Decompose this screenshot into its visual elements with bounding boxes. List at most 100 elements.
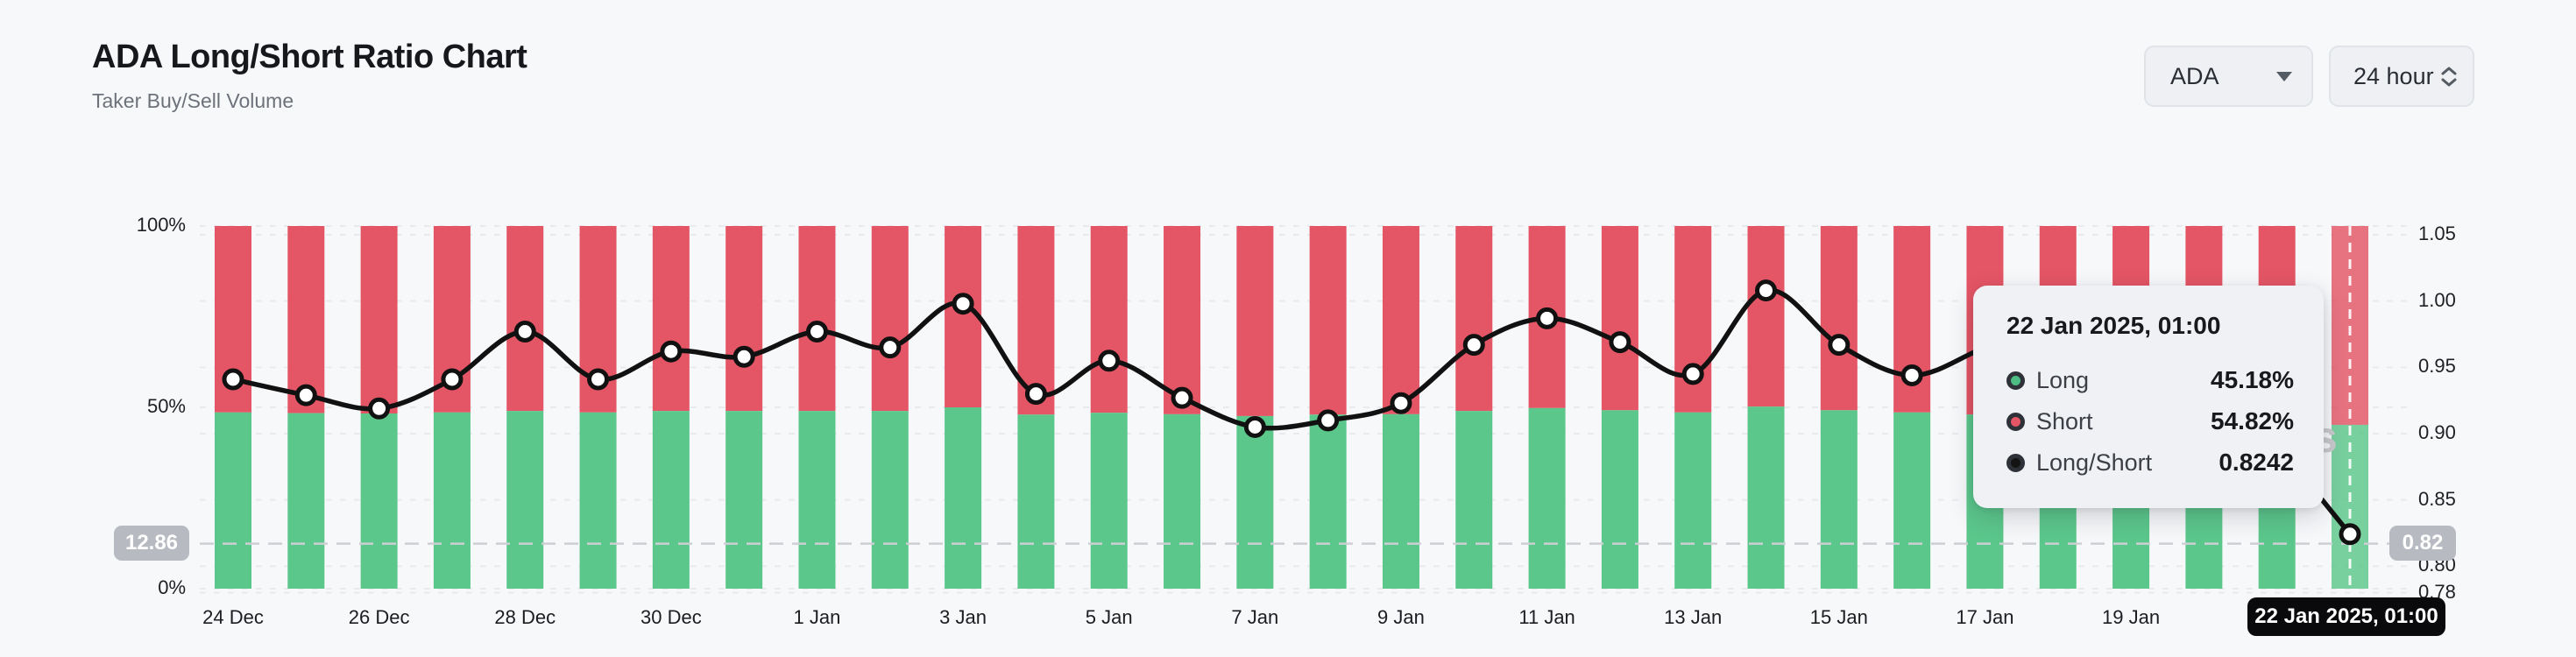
x-axis-tick: 13 Jan — [1664, 606, 1723, 628]
bar-short[interactable] — [1090, 226, 1128, 413]
x-axis-tick: 19 Jan — [2102, 606, 2161, 628]
ratio-point[interactable] — [1536, 307, 1559, 329]
bar-short[interactable] — [1455, 226, 1493, 412]
bar-short[interactable] — [1747, 226, 1785, 407]
ratio-point[interactable] — [1243, 415, 1266, 438]
bar-long[interactable] — [1309, 414, 1347, 589]
ratio-point[interactable] — [587, 368, 610, 391]
x-axis-tick: 1 Jan — [793, 606, 841, 628]
x-axis-tick: 5 Jan — [1085, 606, 1133, 628]
bar-long[interactable] — [871, 411, 909, 589]
bar-short[interactable] — [798, 226, 836, 412]
bar-short[interactable] — [871, 226, 909, 412]
interval-select-value: 24 hour — [2353, 62, 2434, 89]
left-axis-tick: 100% — [136, 214, 186, 236]
ratio-point[interactable] — [1900, 364, 1923, 386]
x-axis-tick: 9 Jan — [1377, 606, 1425, 628]
bar-short[interactable] — [1236, 226, 1274, 416]
bar-short[interactable] — [1601, 226, 1638, 411]
bar-long[interactable] — [1601, 410, 1638, 589]
x-axis-tick: 28 Dec — [494, 606, 556, 628]
up-down-chevrons-icon — [2441, 67, 2457, 87]
bar-short[interactable] — [1820, 226, 1858, 411]
bar-long[interactable] — [287, 413, 325, 589]
bar-long[interactable] — [725, 411, 763, 589]
bar-short[interactable] — [1309, 226, 1347, 415]
bar-long[interactable] — [215, 412, 251, 589]
ratio-point[interactable] — [1828, 334, 1851, 357]
ratio-point[interactable] — [1681, 363, 1704, 385]
bar-short[interactable] — [2332, 226, 2368, 425]
bar-long[interactable] — [1820, 410, 1858, 589]
bar-short[interactable] — [725, 226, 763, 412]
current-value-badge-right: 0.82 — [2389, 526, 2456, 561]
bar-long[interactable] — [1236, 415, 1274, 589]
symbol-select[interactable]: ADA — [2144, 46, 2313, 107]
bar-long[interactable] — [1382, 413, 1419, 589]
ratio-point[interactable] — [1755, 279, 1778, 302]
chevron-down-icon — [2276, 71, 2292, 81]
x-axis-tick: 7 Jan — [1231, 606, 1279, 628]
left-axis-tick: 0% — [158, 576, 186, 598]
bar-long[interactable] — [1674, 412, 1712, 589]
bar-short[interactable] — [360, 226, 398, 414]
bar-short[interactable] — [652, 226, 690, 412]
ratio-point[interactable] — [2339, 523, 2361, 546]
bar-long[interactable] — [1017, 414, 1055, 589]
ratio-point[interactable] — [660, 340, 683, 363]
interval-select[interactable]: 24 hour — [2329, 46, 2474, 107]
ratio-point[interactable] — [879, 336, 902, 359]
bar-long[interactable] — [360, 413, 398, 589]
bar-short[interactable] — [945, 226, 982, 407]
bar-short[interactable] — [1164, 226, 1201, 414]
ratio-point[interactable] — [952, 293, 974, 315]
ratio-point[interactable] — [222, 368, 244, 391]
bar-long[interactable] — [1528, 407, 1566, 589]
x-axis-tick: 30 Dec — [640, 606, 702, 628]
bar-long[interactable] — [945, 407, 982, 589]
tooltip-value: 0.8242 — [2219, 449, 2294, 476]
ratio-point[interactable] — [368, 397, 391, 420]
page-title: ADA Long/Short Ratio Chart — [92, 39, 527, 75]
ratio-point[interactable] — [732, 345, 755, 368]
ratio-point[interactable] — [294, 384, 317, 406]
ratio-point[interactable] — [1171, 386, 1193, 409]
tooltip-label: Long — [2036, 366, 2090, 393]
tooltip-row-long: Long 45.18% — [2006, 366, 2294, 394]
bar-long[interactable] — [1164, 413, 1201, 589]
bar-short[interactable] — [287, 226, 325, 413]
ratio-point[interactable] — [1098, 350, 1121, 372]
ratio-point[interactable] — [1462, 334, 1485, 357]
tooltip-label: Short — [2036, 407, 2093, 434]
x-axis-tick: 15 Jan — [1809, 606, 1868, 628]
ratio-point[interactable] — [805, 320, 828, 343]
x-axis-tick: 24 Dec — [202, 606, 264, 628]
bar-long[interactable] — [652, 411, 690, 589]
ratio-point[interactable] — [1390, 392, 1412, 414]
x-axis-tick: 17 Jan — [1956, 606, 2014, 628]
bar-long[interactable] — [1455, 411, 1493, 589]
short-marker-icon — [2006, 412, 2025, 431]
tooltip-label: Long/Short — [2036, 449, 2153, 476]
bar-long[interactable] — [433, 412, 471, 589]
ratio-point[interactable] — [513, 320, 536, 343]
ratio-point[interactable] — [1609, 331, 1631, 354]
bar-long[interactable] — [1893, 412, 1931, 589]
left-axis-tick: 50% — [146, 395, 186, 417]
x-axis-tick: 3 Jan — [939, 606, 987, 628]
long-marker-icon — [2006, 371, 2025, 390]
bar-short[interactable] — [506, 226, 544, 412]
bar-long[interactable] — [579, 412, 617, 589]
right-axis-tick: 1.05 — [2418, 223, 2456, 244]
ratio-point[interactable] — [1024, 383, 1047, 406]
bar-long[interactable] — [798, 411, 836, 589]
bar-long[interactable] — [1747, 406, 1785, 589]
bar-long[interactable] — [1090, 413, 1128, 589]
tooltip-value: 54.82% — [2211, 407, 2294, 434]
ratio-point[interactable] — [441, 368, 464, 391]
ratio-marker-icon — [2006, 453, 2025, 472]
ratio-point[interactable] — [1317, 409, 1340, 432]
bar-short[interactable] — [1382, 226, 1419, 414]
bar-long[interactable] — [506, 411, 544, 589]
